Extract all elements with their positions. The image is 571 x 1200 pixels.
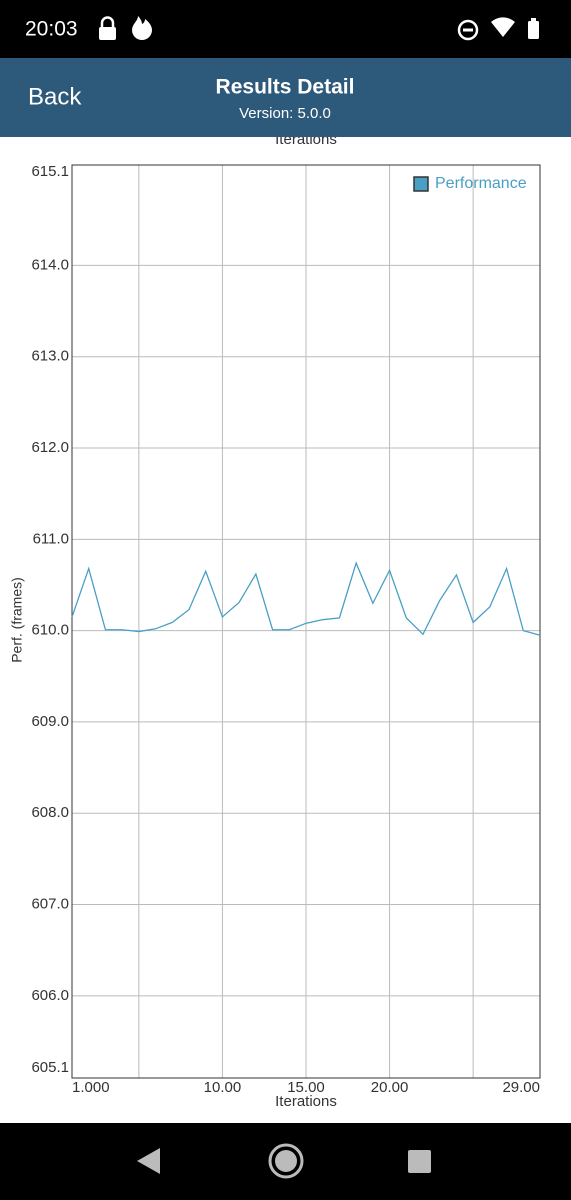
y-tick-label: 613.0 bbox=[31, 348, 69, 365]
y-tick-label: 608.0 bbox=[31, 804, 69, 821]
title: Results Detail bbox=[216, 76, 355, 99]
x-tick-label: 1.000 bbox=[72, 1079, 110, 1096]
y-tick-label: 609.0 bbox=[31, 713, 69, 730]
y-tick-label: 607.0 bbox=[31, 895, 69, 912]
y-tick-label: 611.0 bbox=[33, 530, 69, 547]
nav-recents[interactable] bbox=[408, 1150, 431, 1173]
nav-home-dot bbox=[275, 1150, 297, 1172]
subtitle: Version: 5.0.0 bbox=[239, 105, 331, 122]
y-tick-label: 612.0 bbox=[31, 439, 69, 456]
nav-home[interactable] bbox=[268, 1143, 304, 1179]
x-tick-label: 20.00 bbox=[371, 1079, 409, 1096]
y-tick-label: 605.1 bbox=[31, 1059, 69, 1076]
plot-frame bbox=[71, 164, 541, 1079]
legend-label: Performance bbox=[435, 175, 527, 192]
x-tick-label: 29.00 bbox=[502, 1079, 540, 1096]
nav-back[interactable] bbox=[137, 1148, 160, 1174]
y-axis-label: Perf. (frames) bbox=[9, 577, 25, 663]
status-bar bbox=[0, 0, 571, 58]
data-line bbox=[71, 561, 541, 636]
x-tick-label: 10.00 bbox=[204, 1079, 242, 1096]
y-tick-label: 615.1 bbox=[31, 163, 69, 180]
back-button[interactable]: Back bbox=[28, 83, 82, 110]
chart: Iterations 605.1 606.0 607.0 608.0 609.0 610.0… bbox=[9, 131, 541, 1110]
x-axis-label: Iterations bbox=[275, 1093, 337, 1110]
y-tick-label: 614.0 bbox=[31, 256, 69, 273]
legend-swatch bbox=[413, 176, 429, 192]
app-bar bbox=[0, 58, 571, 137]
x-tick-label: 15.00 bbox=[287, 1079, 325, 1096]
status-icons bbox=[99, 16, 539, 41]
y-tick-label: 610.0 bbox=[31, 622, 69, 639]
y-tick-label: 606.0 bbox=[31, 987, 69, 1004]
clock: 20:03 bbox=[25, 18, 78, 41]
